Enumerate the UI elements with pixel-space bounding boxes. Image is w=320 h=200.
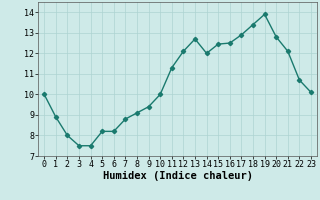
X-axis label: Humidex (Indice chaleur): Humidex (Indice chaleur) <box>103 171 252 181</box>
